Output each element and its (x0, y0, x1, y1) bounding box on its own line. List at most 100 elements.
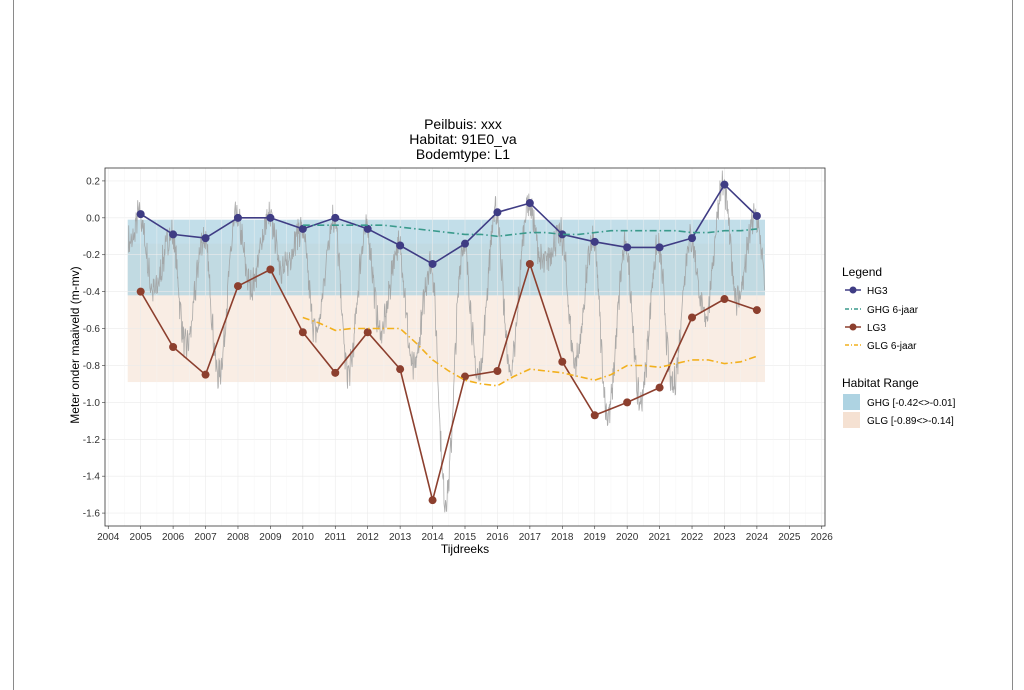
x-axis-ticks: 2004 2005 2006 2007 2008 2009 2010 2011 2012 2013… (97, 526, 833, 543)
habitat-band-ghg-0-42-0-01 (127, 219, 766, 296)
legend-entry-ghg-6-jaar: GHG 6-jaar (867, 305, 919, 316)
data-point-hg3 (363, 224, 372, 233)
data-point-lg3 (720, 295, 729, 304)
data-point-hg3 (623, 243, 632, 252)
x-tick-label: 2017 (519, 532, 542, 543)
legend-key-point-lg3 (849, 323, 857, 331)
x-tick-label: 2015 (454, 532, 477, 543)
x-tick-label: 2020 (616, 532, 639, 543)
data-point-lg3 (298, 328, 307, 337)
data-point-lg3 (493, 366, 502, 375)
data-point-hg3 (201, 234, 210, 243)
grid (105, 168, 825, 526)
data-point-lg3 (201, 370, 210, 379)
y-tick-label: -0.4 (83, 287, 101, 298)
x-axis-label: Tijdreeks (441, 542, 489, 556)
x-tick-label: 2019 (584, 532, 607, 543)
data-point-hg3 (461, 239, 469, 248)
data-point-hg3 (136, 210, 145, 219)
x-tick-label: 2013 (389, 532, 412, 543)
data-point-hg3 (688, 234, 697, 243)
data-point-hg3 (590, 237, 599, 246)
series-line-ghg-6-jaar (302, 224, 757, 238)
data-point-lg3 (363, 328, 372, 337)
x-tick-label: 2018 (551, 532, 574, 543)
data-point-hg3 (752, 211, 761, 220)
legend-entry-ghg-range: GHG [-0.42<>-0.01] (867, 398, 956, 409)
x-tick-label: 2005 (130, 532, 153, 543)
chart-title-line-1: Peilbuis: xxx (424, 116, 502, 132)
y-tick-label: -1.4 (83, 472, 101, 483)
x-tick-label: 2006 (162, 532, 185, 543)
data-point-lg3 (525, 259, 534, 268)
x-tick-label: 2022 (681, 532, 704, 543)
y-axis-label: Meter onder maaiveld (m-mv) (68, 266, 82, 423)
data-point-lg3 (136, 287, 145, 296)
x-tick-label: 2021 (648, 532, 671, 543)
data-point-lg3 (169, 343, 178, 351)
data-point-hg3 (331, 213, 340, 222)
data-point-lg3 (266, 265, 275, 274)
x-tick-label: 2025 (778, 532, 801, 543)
y-tick-label: -1.6 (83, 509, 101, 520)
x-tick-label: 2008 (227, 532, 250, 543)
legend-key-glg-range (843, 412, 860, 428)
data-point-hg3 (298, 224, 307, 233)
data-point-lg3 (558, 357, 567, 366)
chart-title-line-3: Bodemtype: L1 (416, 146, 510, 162)
y-tick-label: 0.2 (86, 176, 100, 187)
chart: 2004 2005 2006 2007 2008 2009 2010 2011 2012 2013… (68, 116, 956, 556)
data-point-hg3 (525, 199, 534, 208)
data-point-hg3 (266, 213, 275, 222)
data-point-hg3 (655, 243, 664, 252)
legend-key-point-hg3 (849, 286, 857, 294)
legend-key-ghg-range (843, 394, 860, 410)
x-tick-label: 2014 (421, 532, 444, 543)
y-tick-label: 0.0 (86, 213, 100, 224)
data-point-lg3 (590, 411, 599, 420)
x-tick-label: 2012 (357, 532, 380, 543)
legend-entry-lg3: LG3 (867, 323, 886, 334)
legend-keys (843, 286, 861, 428)
legend-entry-glg-range: GLG [-0.89<>-0.14] (867, 416, 954, 427)
x-tick-label: 2010 (292, 532, 315, 543)
y-tick-label: -0.8 (83, 361, 101, 372)
legend-entry-glg-6-jaar: GLG 6-jaar (867, 341, 917, 352)
data-point-lg3 (331, 368, 340, 377)
x-tick-label: 2007 (194, 532, 217, 543)
y-tick-label: -1.2 (83, 435, 101, 446)
page-frame (13, 0, 1013, 690)
data-point-hg3 (396, 241, 405, 250)
data-point-hg3 (233, 213, 242, 222)
x-tick-label: 2004 (97, 532, 120, 543)
data-point-hg3 (493, 208, 502, 217)
y-tick-label: -1.0 (83, 398, 101, 409)
y-tick-label: -0.2 (83, 250, 101, 261)
habitat-range-legend-title: Habitat Range (842, 376, 919, 390)
data-point-hg3 (428, 259, 437, 268)
series-line-glg-6-jaar (302, 316, 758, 387)
x-tick-label: 2011 (325, 532, 347, 543)
legend-entry-hg3: HG3 (867, 286, 888, 297)
legend: Legend HG3 GHG 6-jaar LG3 GLG 6-jaar Hab… (842, 265, 956, 428)
data-point-lg3 (623, 398, 632, 407)
data-point-lg3 (688, 313, 697, 322)
x-tick-label: 2023 (713, 532, 736, 543)
data-point-hg3 (169, 230, 178, 239)
chart-title-line-2: Habitat: 91E0_va (409, 131, 517, 147)
legend-title: Legend (842, 265, 882, 279)
x-tick-label: 2016 (486, 532, 509, 543)
series-layer (136, 180, 761, 505)
y-tick-label: -0.6 (83, 324, 101, 335)
data-point-lg3 (428, 496, 437, 505)
data-point-lg3 (233, 282, 242, 291)
x-tick-label: 2026 (811, 532, 834, 543)
habitat-range-bands (127, 219, 766, 383)
y-axis-ticks: 0.2 0.0 -0.2 -0.4 -0.6 -0.8 -1.0 -1.2 -1.4 -1.6 (83, 176, 105, 520)
x-tick-label: 2024 (746, 532, 769, 543)
series-line-lg3 (140, 261, 758, 501)
data-point-hg3 (558, 230, 567, 239)
data-point-lg3 (655, 383, 664, 392)
x-tick-label: 2009 (259, 532, 282, 543)
data-point-hg3 (720, 180, 729, 189)
